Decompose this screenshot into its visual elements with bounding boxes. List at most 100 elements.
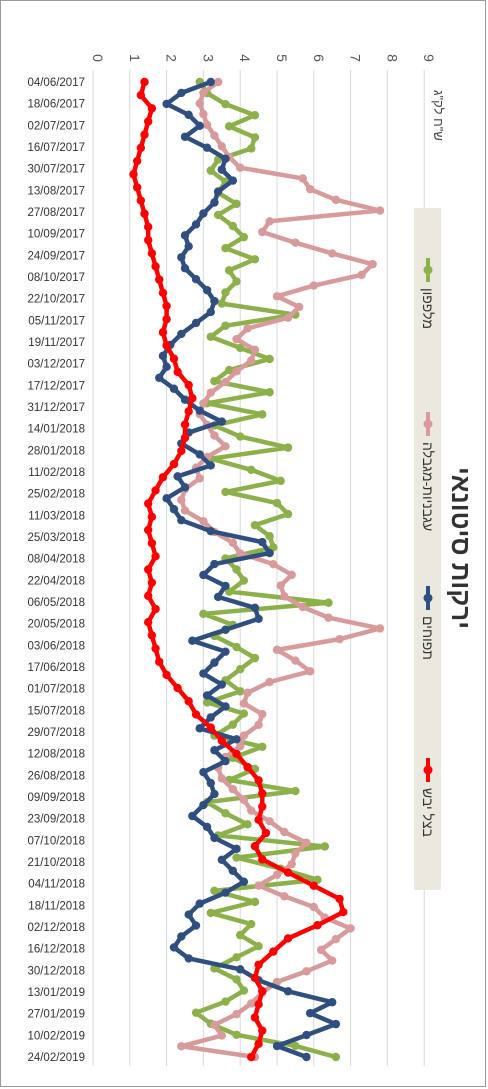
date-tick-label: 26/08/2018 bbox=[27, 770, 85, 782]
data-point bbox=[195, 406, 204, 415]
data-point bbox=[162, 494, 171, 503]
data-point bbox=[206, 723, 215, 732]
data-point bbox=[250, 653, 260, 663]
data-point bbox=[221, 442, 230, 451]
data-point bbox=[265, 817, 274, 826]
series-layer bbox=[129, 77, 385, 1062]
date-tick-label: 07/10/2018 bbox=[27, 835, 85, 847]
data-point bbox=[202, 143, 212, 152]
data-point bbox=[247, 465, 256, 474]
data-point bbox=[232, 565, 241, 574]
data-point bbox=[162, 670, 171, 680]
data-point bbox=[199, 109, 208, 119]
data-point bbox=[346, 924, 355, 933]
date-tick-label: 11/02/2018 bbox=[28, 467, 85, 479]
series-4 bbox=[129, 77, 348, 1062]
data-point bbox=[324, 598, 333, 607]
data-point bbox=[236, 930, 245, 940]
data-point bbox=[144, 117, 153, 126]
date-tick-label: 09/09/2018 bbox=[27, 792, 85, 804]
data-point bbox=[217, 855, 226, 865]
data-point bbox=[298, 602, 307, 612]
data-point bbox=[247, 806, 256, 815]
data-point bbox=[210, 833, 219, 843]
data-point bbox=[228, 784, 238, 794]
data-point bbox=[258, 709, 267, 719]
data-point bbox=[265, 548, 274, 558]
data-point bbox=[250, 133, 260, 142]
data-point bbox=[331, 1052, 341, 1062]
data-point bbox=[206, 461, 215, 470]
date-tick-label: 16/07/2017 bbox=[27, 142, 85, 154]
date-tick-label: 15/07/2018 bbox=[27, 705, 85, 717]
data-point bbox=[199, 570, 208, 580]
data-point bbox=[243, 688, 252, 697]
data-point bbox=[258, 1026, 267, 1035]
data-point bbox=[269, 947, 278, 956]
data-point bbox=[283, 868, 293, 877]
data-point bbox=[287, 570, 296, 580]
data-point bbox=[195, 899, 204, 908]
data-point bbox=[239, 877, 249, 886]
data-point bbox=[191, 921, 201, 930]
data-point bbox=[254, 720, 263, 730]
data-point bbox=[228, 221, 238, 231]
data-point bbox=[272, 1041, 282, 1051]
date-tick-label: 31/12/2017 bbox=[27, 402, 85, 414]
date-tick-label: 23/09/2018 bbox=[27, 814, 85, 826]
data-point bbox=[210, 131, 219, 140]
data-point bbox=[221, 377, 230, 387]
data-point bbox=[177, 446, 186, 456]
data-point bbox=[144, 499, 153, 508]
data-point bbox=[206, 332, 215, 342]
data-point bbox=[221, 99, 230, 109]
data-point bbox=[236, 549, 245, 558]
data-point bbox=[228, 176, 238, 185]
value-tick-label: 4 bbox=[237, 54, 253, 62]
data-point bbox=[151, 486, 160, 495]
data-point bbox=[221, 154, 230, 163]
data-point bbox=[291, 1041, 300, 1051]
data-point bbox=[202, 120, 212, 130]
data-point bbox=[147, 249, 157, 258]
data-point bbox=[221, 809, 230, 818]
data-point bbox=[280, 827, 289, 837]
data-point bbox=[239, 731, 249, 740]
data-point bbox=[184, 697, 193, 706]
date-tick-label: 02/07/2017 bbox=[27, 120, 85, 132]
value-tick-label: 9 bbox=[421, 54, 437, 62]
value-tick-label: 2 bbox=[164, 54, 180, 62]
data-point bbox=[309, 881, 318, 890]
legend-item: תפוחים bbox=[420, 586, 436, 660]
value-tick-label: 3 bbox=[200, 54, 216, 62]
data-point bbox=[221, 997, 230, 1006]
date-tick-label: 06/05/2018 bbox=[27, 597, 85, 609]
date-tick-label: 08/10/2017 bbox=[27, 272, 85, 284]
data-point bbox=[210, 559, 219, 569]
data-point bbox=[254, 614, 263, 623]
data-point bbox=[188, 394, 197, 403]
data-point bbox=[195, 450, 204, 459]
series-2 bbox=[177, 77, 385, 1062]
data-point bbox=[243, 820, 252, 829]
date-tick-label: 04/11/2018 bbox=[28, 879, 85, 891]
data-point bbox=[250, 520, 260, 530]
date-tick-label: 27/08/2017 bbox=[27, 207, 85, 219]
data-point bbox=[265, 217, 274, 226]
data-point bbox=[224, 122, 234, 131]
data-point bbox=[173, 472, 182, 481]
legend-marker bbox=[423, 593, 433, 603]
data-point bbox=[236, 343, 245, 353]
date-tick-label: 14/01/2018 bbox=[27, 424, 85, 436]
value-tick-label: 6 bbox=[311, 54, 327, 62]
data-point bbox=[158, 288, 168, 298]
data-point bbox=[250, 841, 260, 851]
data-point bbox=[132, 183, 142, 192]
data-point bbox=[191, 220, 201, 229]
data-point bbox=[199, 88, 208, 97]
data-point bbox=[129, 170, 138, 179]
data-point bbox=[331, 934, 341, 944]
value-tick-label: 7 bbox=[348, 54, 364, 62]
data-point bbox=[184, 380, 193, 390]
